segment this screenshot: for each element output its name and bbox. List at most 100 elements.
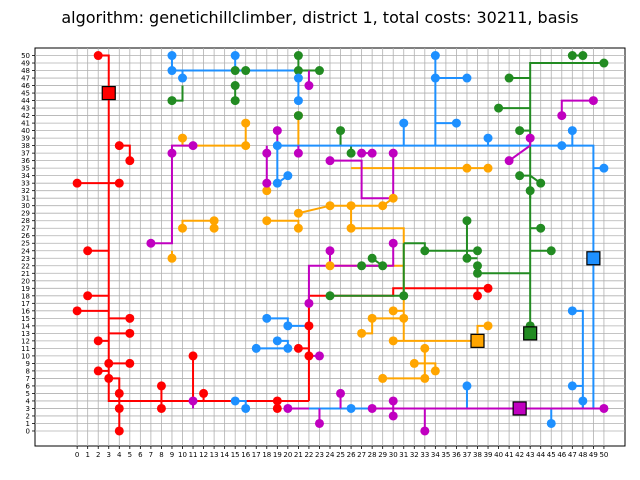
x-tick-label: 30 <box>389 451 398 459</box>
x-tick-label: 45 <box>547 451 556 459</box>
y-tick-label: 35 <box>21 165 30 173</box>
y-tick-label: 29 <box>21 210 30 218</box>
house-point <box>156 403 166 413</box>
house-point <box>293 148 303 158</box>
y-tick-label: 11 <box>21 345 30 353</box>
house-point <box>262 216 272 226</box>
house-point <box>251 343 261 353</box>
house-point <box>114 426 124 436</box>
y-tick-label: 38 <box>21 142 30 150</box>
battery-marker <box>101 85 116 101</box>
house-point <box>483 283 493 293</box>
cable-path <box>529 62 604 334</box>
house-point <box>599 403 609 413</box>
y-tick-label: 18 <box>21 292 30 300</box>
house-point <box>262 313 272 323</box>
house-point <box>293 73 303 83</box>
x-tick-label: 5 <box>128 451 132 459</box>
x-tick-label: 47 <box>568 451 577 459</box>
x-tick-label: 13 <box>210 451 219 459</box>
y-tick-label: 24 <box>21 247 30 255</box>
house-point <box>546 246 556 256</box>
house-point <box>367 148 377 158</box>
y-tick-label: 1 <box>26 420 30 428</box>
y-tick-label: 50 <box>21 52 30 60</box>
house-point <box>93 336 103 346</box>
x-tick-label: 32 <box>410 451 419 459</box>
x-tick-label: 9 <box>170 451 174 459</box>
x-tick-label: 6 <box>138 451 143 459</box>
house-point <box>388 306 398 316</box>
x-tick-label: 33 <box>420 451 429 459</box>
house-point <box>420 246 430 256</box>
house-point <box>388 411 398 421</box>
house-point <box>557 141 567 151</box>
house-point <box>188 351 198 361</box>
house-point <box>314 66 324 76</box>
y-tick-label: 19 <box>21 285 30 293</box>
house-point <box>462 73 472 83</box>
house-point <box>525 133 535 143</box>
y-tick-label: 42 <box>21 112 30 120</box>
house-point <box>304 321 314 331</box>
house-point <box>293 223 303 233</box>
x-tick-label: 43 <box>526 451 535 459</box>
house-point <box>125 328 135 338</box>
battery-marker <box>586 251 601 266</box>
x-tick-label: 2 <box>96 451 100 459</box>
house-point <box>72 306 82 316</box>
y-tick-label: 21 <box>21 270 30 278</box>
x-tick-label: 40 <box>494 451 503 459</box>
house-point <box>409 358 419 368</box>
house-point <box>230 81 240 91</box>
house-point <box>272 178 282 188</box>
house-point <box>125 156 135 166</box>
y-tick-label: 43 <box>21 105 30 113</box>
y-tick-label: 3 <box>26 405 30 413</box>
house-point <box>483 133 493 143</box>
y-tick-label: 40 <box>21 127 30 135</box>
x-tick-label: 1 <box>85 451 89 459</box>
house-point <box>451 118 461 128</box>
house-point <box>314 418 324 428</box>
house-point <box>462 163 472 173</box>
house-point <box>167 51 177 61</box>
house-point <box>230 396 240 406</box>
y-tick-label: 30 <box>21 202 30 210</box>
house-point <box>357 148 367 158</box>
house-point <box>430 366 440 376</box>
house-point <box>367 403 377 413</box>
cable-path <box>361 317 404 335</box>
y-tick-label: 20 <box>21 277 30 285</box>
y-tick-label: 25 <box>21 240 30 248</box>
cable-path <box>150 153 173 245</box>
house-point <box>104 358 114 368</box>
house-point <box>388 336 398 346</box>
house-point <box>399 313 409 323</box>
x-tick-label: 18 <box>262 451 271 459</box>
house-point <box>536 178 546 188</box>
house-point <box>83 246 93 256</box>
house-point <box>567 381 577 391</box>
x-tick-label: 11 <box>189 451 198 459</box>
house-point <box>357 328 367 338</box>
house-point <box>114 403 124 413</box>
x-tick-label: 41 <box>505 451 514 459</box>
house-point <box>483 163 493 173</box>
house-point <box>599 163 609 173</box>
house-point <box>283 343 293 353</box>
house-point <box>462 216 472 226</box>
house-point <box>420 343 430 353</box>
house-point <box>473 291 482 301</box>
house-point <box>588 96 598 106</box>
house-point <box>325 261 335 271</box>
x-tick-label: 15 <box>231 451 240 459</box>
house-point <box>241 66 251 76</box>
house-point <box>378 261 388 271</box>
house-point <box>272 126 282 136</box>
house-point <box>346 201 356 211</box>
cable-path <box>307 243 395 304</box>
y-tick-label: 12 <box>21 337 30 345</box>
house-point <box>420 373 430 383</box>
house-point <box>262 186 272 196</box>
